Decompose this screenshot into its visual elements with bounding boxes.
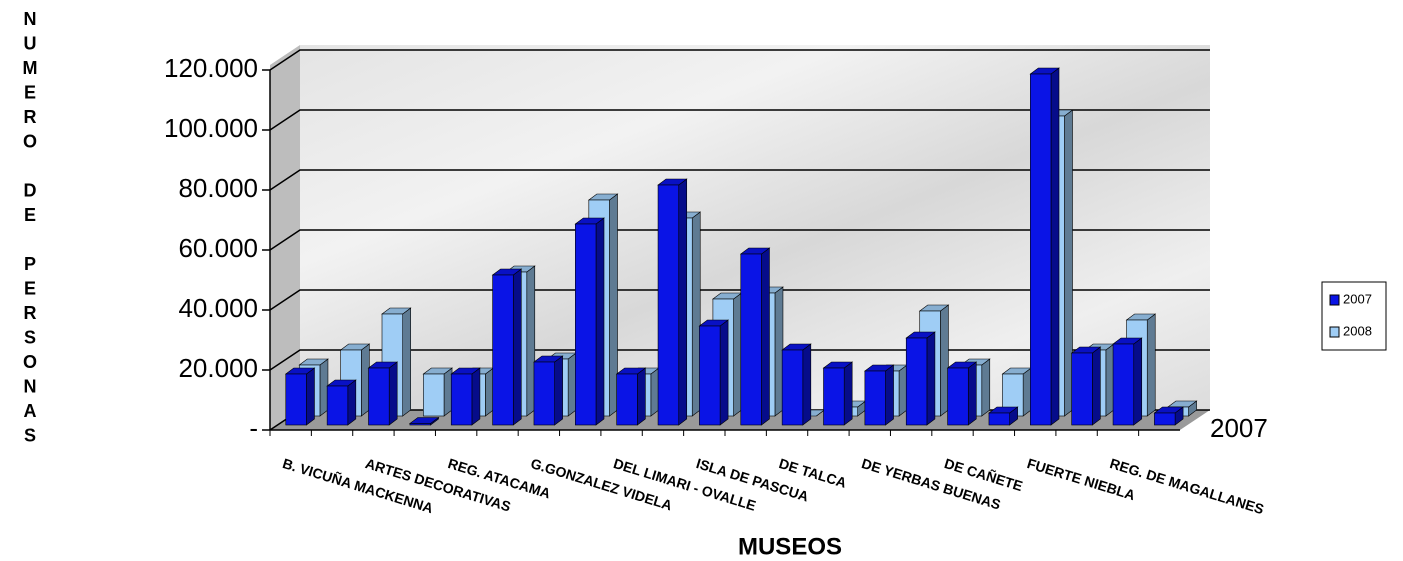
bar <box>823 367 845 426</box>
bar-side <box>802 343 812 426</box>
bar-side <box>637 367 646 426</box>
bar-side <box>885 364 894 426</box>
bar <box>492 274 514 426</box>
bar-side <box>981 358 991 417</box>
legend-swatch <box>1329 294 1340 306</box>
bar <box>947 367 969 426</box>
bar-side <box>347 379 357 426</box>
grid-line <box>269 229 1210 251</box>
legend-swatch <box>1329 326 1340 338</box>
bar-side <box>843 361 853 426</box>
bar <box>616 373 638 426</box>
bar-side <box>526 265 536 417</box>
x-axis-title: MUSEOS <box>738 533 842 560</box>
bar-side <box>1050 67 1060 426</box>
bar-side <box>967 361 977 426</box>
bar <box>781 349 804 426</box>
x-tick-label: DEL LIMARI - OVALLE <box>612 455 758 514</box>
grid-line <box>269 169 1210 191</box>
grid-line <box>269 49 1210 71</box>
depth-label: 2007 <box>1210 413 1268 443</box>
bar-side <box>402 307 411 417</box>
y-tick-label: 120.000 <box>164 53 258 83</box>
bar <box>740 253 762 426</box>
y-tick-label: 60.000 <box>178 233 258 263</box>
bar-side <box>940 304 949 417</box>
bar <box>988 412 1010 426</box>
bar-side <box>926 331 936 426</box>
bar <box>1154 412 1176 426</box>
bar-side <box>1133 337 1143 426</box>
bar-side <box>471 367 481 426</box>
bar-side <box>733 292 742 417</box>
bar <box>450 373 473 426</box>
bar <box>368 367 390 426</box>
bar-side <box>609 193 618 417</box>
bar-side <box>361 343 370 417</box>
bar-side <box>1146 313 1156 417</box>
bar-side <box>443 367 453 417</box>
bar-side <box>691 211 701 417</box>
x-tick-label: DE YERBAS BUENAS <box>860 455 1003 513</box>
bar-side <box>650 367 660 417</box>
bar-side <box>595 217 605 426</box>
bar-side <box>512 268 522 426</box>
bar <box>1030 73 1052 426</box>
bar-side <box>388 361 398 426</box>
y-tick-label: 40.000 <box>178 293 258 323</box>
bar <box>1071 352 1093 426</box>
bar-side <box>554 355 563 426</box>
bar-side <box>485 367 494 417</box>
bar <box>864 370 886 426</box>
bar-side <box>774 286 784 417</box>
bar <box>657 184 680 426</box>
y-tick-label: 100.000 <box>164 113 258 143</box>
bar-side <box>898 364 908 417</box>
bar <box>575 223 597 426</box>
side-wall <box>270 45 300 430</box>
bar-side <box>319 358 329 417</box>
bar-side <box>761 247 770 426</box>
bar-side <box>719 319 729 426</box>
bar-side <box>1064 109 1073 417</box>
y-tick-label: - <box>249 413 258 443</box>
grid-line <box>269 109 1210 131</box>
bar-side <box>1092 346 1101 426</box>
x-tick-label: G.GONZALEZ VIDELA <box>529 455 674 513</box>
bar <box>1112 343 1135 426</box>
bar-side <box>306 367 315 426</box>
bar-side <box>567 352 577 417</box>
bar-side <box>1022 367 1032 417</box>
bar <box>905 337 928 426</box>
y-tick-label: 80.000 <box>178 173 258 203</box>
legend-label: 2008 <box>1343 323 1372 338</box>
bar <box>285 373 307 426</box>
legend-label: 2007 <box>1343 291 1372 306</box>
y-tick-label: 20.000 <box>178 353 258 383</box>
bar <box>326 385 349 426</box>
bar <box>423 373 445 417</box>
bar <box>533 361 555 426</box>
legend <box>1321 281 1387 351</box>
bar-side <box>1105 343 1115 417</box>
bar <box>699 325 721 426</box>
bar <box>409 423 431 426</box>
grid-line <box>269 289 1210 311</box>
bar-side <box>678 178 688 426</box>
